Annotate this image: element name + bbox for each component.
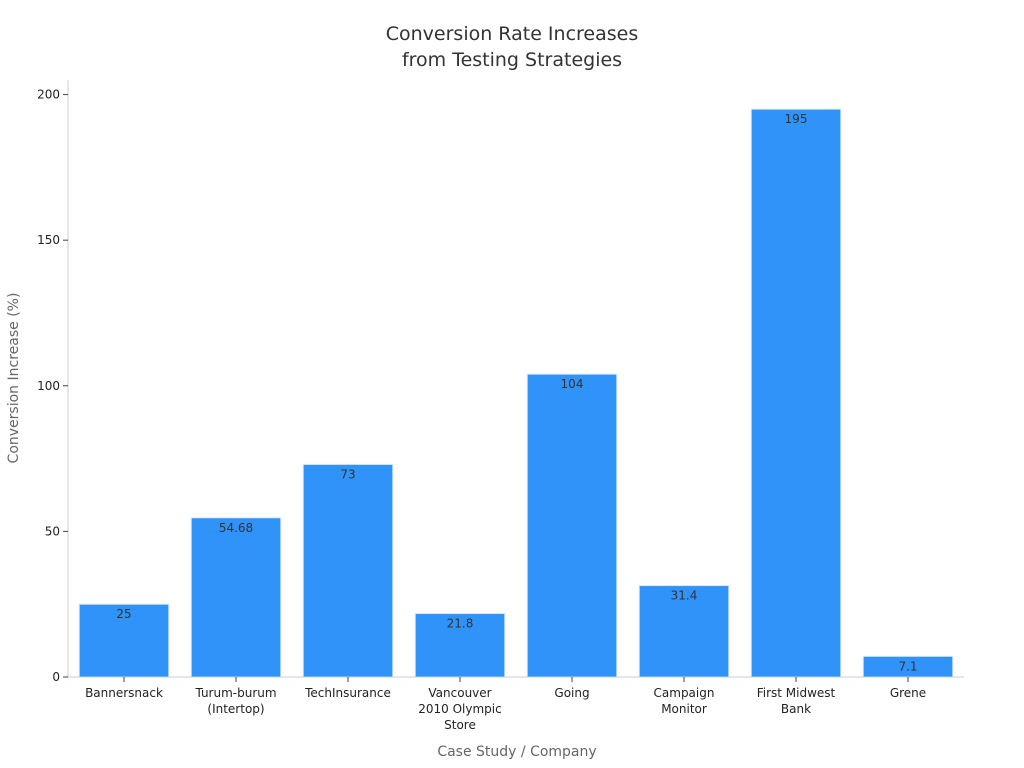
bar-value-label: 25 xyxy=(116,607,131,621)
x-axis-title: Case Study / Company xyxy=(437,744,596,760)
bar-value-label: 73 xyxy=(340,467,355,481)
chart-title-line-1: Conversion Rate Increases xyxy=(386,23,638,45)
x-tick-label: Campaign Monitor xyxy=(654,686,715,716)
bar-value-label: 104 xyxy=(561,377,584,391)
bar-value-label: 54.68 xyxy=(219,521,253,535)
bar xyxy=(526,373,618,678)
bar-value-label: 195 xyxy=(785,112,808,126)
x-tick-label: First Midwest Bank xyxy=(757,686,836,716)
bar xyxy=(414,613,506,678)
x-tick-label: Grene xyxy=(890,686,926,700)
x-tick-label: Going xyxy=(554,686,589,700)
y-tick-label: 100 xyxy=(37,379,60,393)
y-tick-label: 200 xyxy=(37,88,60,102)
x-tick-label: Turum-burum (Intertop) xyxy=(194,686,276,716)
y-axis: 0 50 100 150 200 xyxy=(37,80,69,684)
chart-title-line-2: from Testing Strategies xyxy=(402,49,622,71)
bars-group xyxy=(78,108,954,678)
bar-value-label: 21.8 xyxy=(447,617,474,631)
x-tick-label: Vancouver 2010 Olympic Store xyxy=(418,686,501,732)
bar xyxy=(302,463,394,678)
x-tick-label: Bannersnack xyxy=(85,686,163,700)
bar-value-label: 7.1 xyxy=(898,659,917,673)
chart-title: Conversion Rate Increases from Testing S… xyxy=(386,23,638,71)
y-tick-label: 0 xyxy=(52,670,60,684)
x-axis: Bannersnack Turum-burum (Intertop) TechInsu… xyxy=(68,676,964,732)
bar xyxy=(78,603,170,678)
x-tick-label: TechInsurance xyxy=(304,686,391,700)
bar xyxy=(750,108,842,678)
data-labels-group: 25 54.68 73 21.8 104 31.4 195 7.1 xyxy=(116,112,917,673)
y-axis-title: Conversion Increase (%) xyxy=(6,293,22,464)
bar-value-label: 31.4 xyxy=(671,589,698,603)
bar xyxy=(190,517,282,678)
y-tick-label: 50 xyxy=(45,524,60,538)
bar xyxy=(638,585,730,678)
y-tick-label: 150 xyxy=(37,233,60,247)
